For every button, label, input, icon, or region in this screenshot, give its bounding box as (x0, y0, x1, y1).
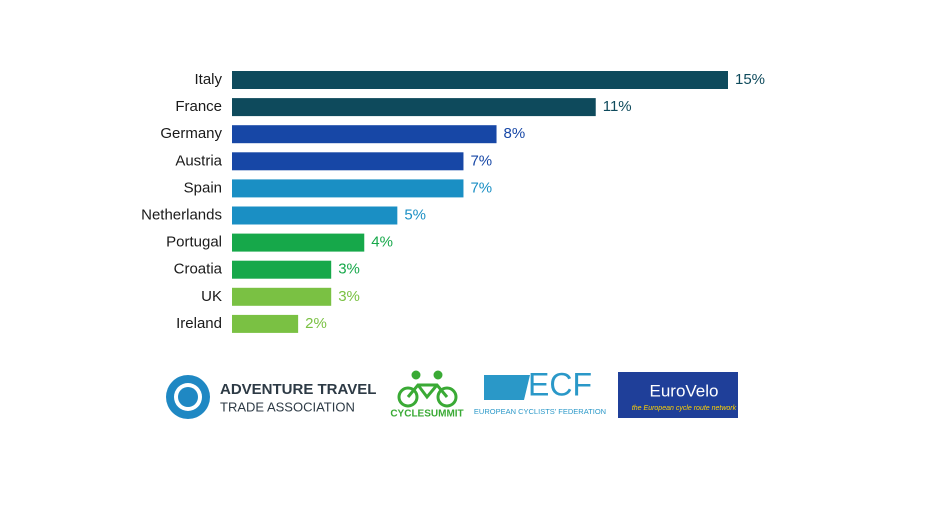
bar (232, 260, 332, 279)
bar (232, 179, 464, 198)
bar (232, 206, 398, 225)
atta-line1: ADVENTURE TRAVEL (220, 381, 376, 398)
bar (232, 152, 464, 171)
category-label: Portugal (166, 234, 222, 251)
category-label: Netherlands (141, 206, 222, 223)
rider (411, 370, 421, 380)
eurovelo-logo: EuroVelo the European cycle route networ… (618, 372, 738, 418)
value-label: 2% (305, 315, 327, 332)
wheel (397, 386, 419, 408)
ecf-logo: ECF EUROPEAN CYCLISTS' FEDERATION (474, 366, 606, 416)
value-label: 8% (504, 125, 526, 142)
category-label: Ireland (176, 315, 222, 332)
frame (406, 383, 449, 400)
bar (232, 71, 728, 89)
value-label: 4% (371, 234, 393, 251)
ecf-mark (484, 375, 530, 400)
value-label: 3% (338, 288, 360, 305)
eurovelo-box (618, 372, 738, 418)
ecf-name: ECF (528, 366, 592, 402)
value-label: 7% (470, 152, 492, 169)
atta-logo: ADVENTURE TRAVEL TRADE ASSOCIATION (166, 375, 376, 419)
eurovelo-tagline: the European cycle route network (632, 405, 737, 412)
atta-line2: TRADE ASSOCIATION (220, 399, 355, 414)
bar (232, 125, 497, 144)
value-label: 11% (603, 98, 632, 115)
cyclesummit-name: CYCLESUMMIT (390, 409, 463, 420)
category-label: Austria (175, 152, 222, 169)
atta-globe-core (178, 387, 198, 407)
value-label: 15% (735, 71, 765, 88)
bar (232, 287, 332, 306)
eurovelo-name: EuroVelo (650, 381, 719, 400)
rider (433, 370, 443, 380)
bar (232, 98, 596, 117)
bar (232, 233, 365, 252)
category-label: Italy (194, 71, 222, 88)
value-label: 7% (470, 179, 492, 196)
category-label: UK (201, 288, 222, 305)
value-label: 5% (404, 206, 426, 223)
category-label: Spain (184, 179, 222, 196)
cyclesummit-logo: CYCLESUMMIT (390, 370, 464, 420)
category-label: France (175, 98, 222, 115)
bar (232, 314, 299, 333)
value-label: 3% (338, 261, 360, 278)
ecf-subtitle: EUROPEAN CYCLISTS' FEDERATION (474, 407, 606, 416)
wheel (436, 386, 458, 408)
category-label: Germany (160, 125, 222, 142)
category-label: Croatia (174, 261, 223, 278)
